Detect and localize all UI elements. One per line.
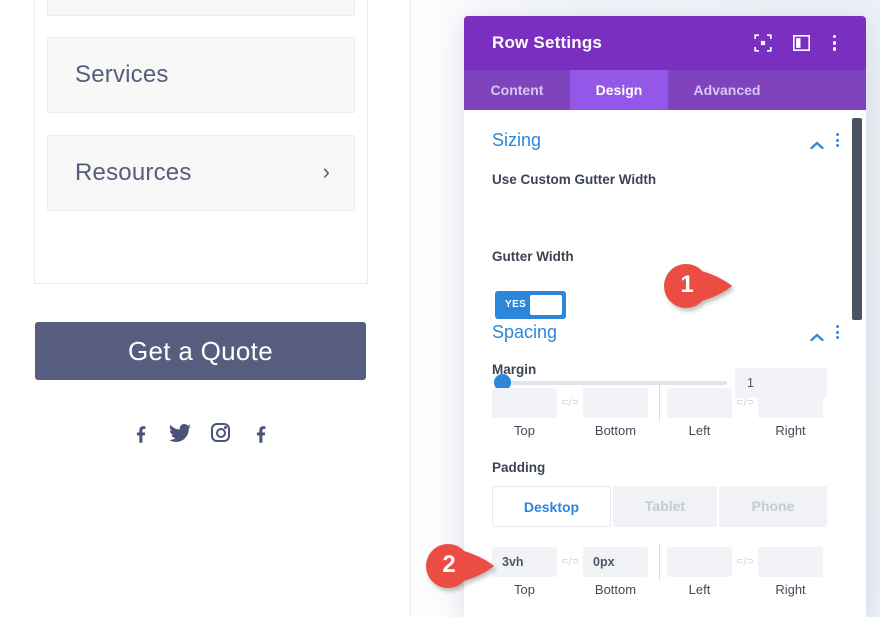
spacing-options-icon[interactable] [836,325,839,342]
more-options-icon[interactable] [826,34,844,52]
row-settings-modal: Row Settings Content Design Advanced Siz… [464,16,866,617]
device-tab-phone[interactable]: Phone [719,486,827,527]
menu-item-partial[interactable] [47,0,355,16]
device-tab-desktop[interactable]: Desktop [492,486,611,527]
menu-item-resources[interactable]: Resources › [47,135,355,211]
padding-bottom-input[interactable] [583,547,648,577]
margin-bottom-label: Bottom [594,423,637,438]
margin-right-input[interactable] [758,388,823,418]
toggle-knob [530,295,562,315]
padding-bottom-label: Bottom [594,582,637,597]
margin-left-label: Left [688,423,711,438]
menu-item-label: Resources [75,159,192,186]
gutter-toggle-label: Use Custom Gutter Width [492,172,657,187]
margin-bottom-input[interactable] [583,388,648,418]
field-divider [659,385,660,421]
modal-title: Row Settings [492,33,603,52]
margin-right-label: Right [775,423,806,438]
padding-top-label: Top [514,582,535,597]
get-a-quote-button[interactable]: Get a Quote [35,322,366,380]
gutter-width-slider-track[interactable] [496,381,727,385]
link-values-icon[interactable]: ⊂/⊃ [735,557,755,567]
vertical-ellipsis-glyph [833,35,837,54]
link-values-icon[interactable]: ⊂/⊃ [560,398,580,408]
sizing-section-heading[interactable]: Sizing [492,130,542,150]
sizing-options-icon[interactable] [836,133,839,150]
facebook-icon[interactable] [250,423,272,445]
margin-label: Margin [492,362,537,377]
tab-content[interactable]: Content [490,82,544,98]
modal-tab-bar: Content Design Advanced [464,70,866,110]
padding-right-label: Right [775,582,806,597]
instagram-glyph [211,423,230,442]
device-tab-tablet[interactable]: Tablet [613,486,717,527]
gutter-toggle[interactable]: YES [495,291,566,319]
margin-top-label: Top [514,423,535,438]
facebook-icon[interactable] [130,423,152,445]
get-a-quote-label: Get a Quote [128,336,273,366]
margin-top-input[interactable] [492,388,557,418]
gutter-width-slider-handle[interactable] [494,374,511,391]
modal-body: Sizing Use Custom Gutter Width YES Gutte… [464,110,866,617]
toggle-yes-label: YES [505,299,527,310]
menu-item-label: Services [75,61,169,88]
margin-left-input[interactable] [667,388,732,418]
columns-layout-icon[interactable] [793,35,810,51]
padding-left-input[interactable] [667,547,732,577]
gutter-width-label: Gutter Width [492,249,574,264]
link-values-icon[interactable]: ⊂/⊃ [735,398,755,408]
padding-top-input[interactable] [492,547,557,577]
mobile-menu-preview: Services Resources › Get a Quote [0,0,410,617]
tab-design[interactable]: Design [570,70,668,110]
field-divider [659,544,660,580]
expand-icon[interactable] [754,34,772,52]
link-values-icon[interactable]: ⊂/⊃ [560,557,580,567]
twitter-icon[interactable] [169,422,192,444]
collapse-chevron-up-icon[interactable] [810,137,824,150]
chevron-right-icon: › [322,159,330,184]
padding-left-label: Left [688,582,711,597]
padding-label: Padding [492,460,546,475]
tab-advanced[interactable]: Advanced [693,82,761,98]
modal-scrollbar[interactable] [852,118,862,320]
instagram-icon[interactable] [209,422,231,444]
spacing-section-heading[interactable]: Spacing [492,322,558,342]
modal-header: Row Settings [464,16,866,70]
menu-item-services[interactable]: Services [47,37,355,113]
collapse-chevron-up-icon[interactable] [810,329,824,342]
padding-right-input[interactable] [758,547,823,577]
